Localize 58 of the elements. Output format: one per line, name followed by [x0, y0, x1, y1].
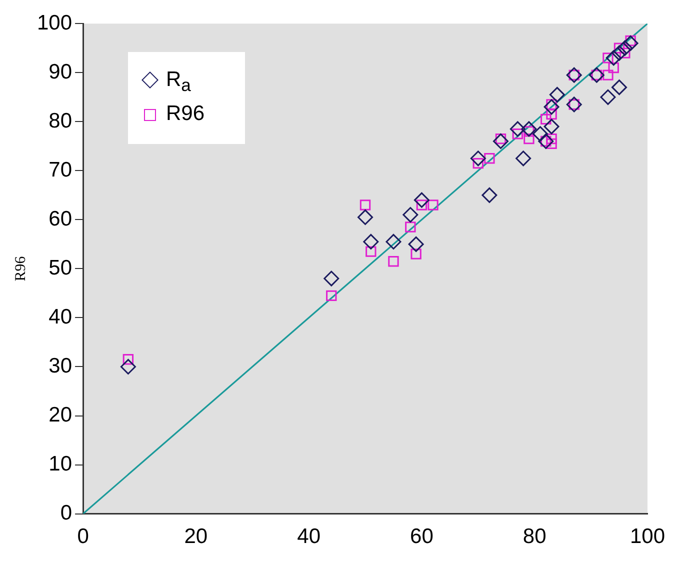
legend-label: R96: [166, 102, 205, 126]
y-tick-label: 10: [48, 452, 72, 476]
point: [600, 89, 616, 105]
point: [521, 121, 537, 137]
x-tick-label: 40: [297, 525, 320, 548]
y-tick-label: 100: [36, 11, 72, 34]
point: [326, 290, 337, 302]
point: [410, 248, 422, 260]
point: [122, 354, 134, 365]
point: [606, 50, 622, 66]
point: [414, 192, 430, 208]
point: [482, 187, 498, 203]
point: [510, 121, 526, 137]
point: [544, 118, 560, 134]
point: [405, 222, 416, 232]
y-tick-label: 50: [48, 256, 72, 280]
point: [363, 234, 379, 250]
point: [544, 99, 560, 115]
y-tick-label: 0: [60, 502, 72, 525]
point: [608, 62, 619, 74]
y-tick-label: 20: [48, 404, 72, 427]
x-tick-label: 60: [410, 525, 434, 548]
point: [386, 234, 402, 250]
x-tick-label: 0: [77, 525, 89, 548]
y-tick-label: 80: [48, 109, 72, 132]
point: [358, 209, 374, 225]
point: [366, 246, 376, 257]
point: [324, 270, 340, 286]
point: [549, 86, 565, 102]
y-tick-label: 60: [48, 207, 72, 230]
point: [470, 150, 486, 166]
y-tick-label: 70: [48, 158, 72, 182]
point: [120, 358, 136, 374]
x-tick-label: 100: [630, 525, 666, 548]
y-axis-title: R96: [12, 256, 29, 282]
point: [622, 35, 638, 51]
point: [612, 80, 628, 96]
point: [408, 236, 424, 252]
legend-label: R$_{a}$: [166, 68, 191, 96]
point: [617, 40, 633, 56]
point: [388, 256, 399, 267]
y-tick-label: 90: [48, 60, 72, 84]
y-tick-label: 30: [48, 354, 72, 378]
x-tick-label: 20: [184, 525, 208, 548]
x-tick-label: 80: [522, 525, 546, 548]
point: [428, 200, 438, 210]
point: [524, 133, 534, 144]
point: [516, 150, 532, 166]
point: [532, 126, 548, 142]
point: [484, 153, 495, 164]
point: [602, 70, 614, 80]
point: [540, 114, 552, 125]
y-tick-label: 40: [48, 306, 72, 329]
point: [360, 200, 371, 210]
point: [546, 108, 557, 120]
point: [402, 207, 418, 223]
point: [612, 45, 628, 61]
point: [492, 134, 508, 149]
